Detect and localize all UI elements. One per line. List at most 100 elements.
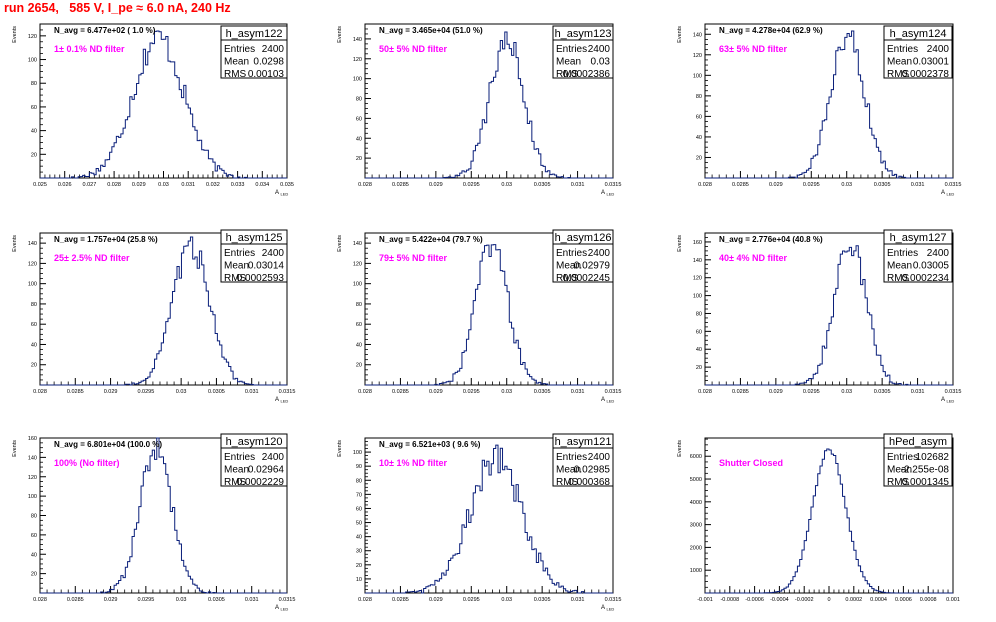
histogram-panel-h_asym123: 0.028 0.0285 0.029 0.0295 0.03 0.0305 0.031 0.0… <box>337 23 622 197</box>
x-tick-label: 0.0295 <box>463 182 480 188</box>
filter-label: 100% (No filter) <box>54 458 120 468</box>
x-tick-label: 0.0315 <box>945 182 962 188</box>
stats-box-frame <box>220 229 288 283</box>
stats-label: Mean <box>224 465 249 476</box>
stats-box-title: h_asym122 <box>226 28 283 40</box>
histogram-panel-h_asym126: 0.028 0.0285 0.029 0.0295 0.03 0.0305 0.031 0.0… <box>337 229 622 404</box>
stats-label: RMS <box>887 273 910 284</box>
y-axis-title: Events <box>677 26 683 43</box>
stats-box-h_asym120: h_asym120 Entries 2400 Mean0.02964RMS0.0002… <box>220 433 288 488</box>
stats-label: Entries <box>224 452 255 463</box>
x-tick-label: 0.03 <box>176 597 187 603</box>
stats-box-h_asym121: h_asym121 Entries 2400 Mean0.02985RMS0.0003… <box>552 433 614 488</box>
stats-label: RMS <box>224 273 247 284</box>
x-tick-label: 0.031 <box>571 182 585 188</box>
x-tick-label: 0.0315 <box>605 182 622 188</box>
histogram-line <box>365 444 613 594</box>
histogram-panel-h_asym127: 0.028 0.0285 0.029 0.0295 0.03 0.0305 0.031 0.0… <box>677 229 961 404</box>
x-axis-title: A LED <box>601 397 614 404</box>
y-tick-label: 80 <box>356 97 362 103</box>
x-tick-label: 0.0315 <box>605 389 622 395</box>
stats-label: Entries <box>224 44 255 55</box>
histogram-line <box>365 31 613 179</box>
histogram-line <box>40 437 287 594</box>
x-tick-label: 0.028 <box>698 182 712 188</box>
stats-label: Entries <box>887 248 918 259</box>
stats-box-title: h_asym126 <box>555 232 612 244</box>
stats-label: RMS <box>887 477 910 488</box>
x-tick-label: 0.0305 <box>208 389 225 395</box>
x-tick-label: 0.031 <box>911 389 925 395</box>
x-tick-label: 0.0315 <box>279 389 296 395</box>
x-tick-label: 0.0285 <box>67 597 84 603</box>
x-tick-label: 0.0295 <box>803 182 820 188</box>
stats-label: Mean <box>887 261 912 272</box>
y-tick-label: 80 <box>31 302 37 308</box>
x-tick-label: 0.0002 <box>845 597 862 603</box>
y-tick-label: 60 <box>31 105 37 111</box>
stats-label: Mean <box>556 57 581 68</box>
x-tick-label: 0.0285 <box>67 389 84 395</box>
x-tick-label: 0.0285 <box>392 389 409 395</box>
y-tick-label: 140 <box>353 241 362 247</box>
stats-label: Mean <box>887 57 912 68</box>
x-tick-label: 0.0295 <box>463 597 480 603</box>
stats-box-title: h_asym127 <box>890 232 947 244</box>
y-tick-label: 20 <box>696 155 702 161</box>
x-tick-label: 0.0295 <box>137 389 154 395</box>
x-tick-label: 0.028 <box>33 389 47 395</box>
y-tick-label: 160 <box>693 240 702 246</box>
stats-box-frame <box>552 433 614 487</box>
x-tick-label: 0.032 <box>206 182 220 188</box>
y-tick-label: 60 <box>31 533 37 539</box>
stats-label: RMS <box>887 69 910 80</box>
filter-label: Shutter Closed <box>719 458 783 468</box>
histogram-line <box>365 244 613 386</box>
stats-value: 0.0002229 <box>237 477 285 488</box>
stats-value: 2400 <box>262 248 285 259</box>
y-tick-label: 20 <box>31 363 37 369</box>
x-tick-label: 0.029 <box>104 389 118 395</box>
y-tick-label: 100 <box>28 494 37 500</box>
stats-value: 0.03005 <box>913 261 950 272</box>
stats-label: RMS <box>224 477 247 488</box>
y-tick-label: 60 <box>356 322 362 328</box>
x-tick-label: 0.0305 <box>534 597 551 603</box>
histogram-panel-h_asym121: 0.028 0.0285 0.029 0.0295 0.03 0.0305 0.031 0.0… <box>337 433 621 612</box>
stats-box-frame <box>220 433 288 487</box>
x-tick-label: 0.028 <box>358 597 372 603</box>
x-tick-label: 0 <box>827 597 830 603</box>
stats-box-frame <box>883 433 953 487</box>
x-tick-label: 0.0305 <box>208 597 225 603</box>
stats-value: 0.03 <box>591 57 611 68</box>
y-tick-label: 80 <box>696 94 702 100</box>
histogram-panel-hPed_asym: -0.001 -0.0008 -0.0006 -0.0004 -0.0002 0 0.000… <box>677 433 960 603</box>
stats-value: 0.03014 <box>248 261 285 272</box>
x-tick-label: 0.03 <box>501 389 512 395</box>
filter-label: 50± 5% ND filter <box>379 44 447 54</box>
x-tick-label: 0.033 <box>231 182 245 188</box>
y-tick-label: 60 <box>696 329 702 335</box>
x-tick-label: 0.03 <box>841 182 852 188</box>
y-tick-label: 140 <box>693 258 702 264</box>
x-axis-title: A LED <box>601 190 614 197</box>
x-tick-label: 0.026 <box>58 182 72 188</box>
x-tick-label: 0.0305 <box>534 182 551 188</box>
y-tick-label: 40 <box>356 342 362 348</box>
y-tick-label: 120 <box>353 57 362 63</box>
x-axis-title: A LED <box>601 605 614 612</box>
navg-label: N_avg = 6.521e+03 ( 9.6 %) <box>379 440 481 449</box>
x-tick-label: 0.0285 <box>732 182 749 188</box>
y-axis-title: Events <box>337 26 343 43</box>
y-tick-label: 120 <box>693 53 702 59</box>
x-tick-label: 0.03 <box>841 389 852 395</box>
histogram-line <box>705 245 953 386</box>
y-tick-label: 50 <box>356 521 362 527</box>
stats-value: 0.000368 <box>568 477 610 488</box>
y-axis-title: Events <box>337 440 343 457</box>
y-tick-label: 4000 <box>690 500 702 506</box>
x-tick-label: 0.027 <box>83 182 97 188</box>
stats-label: RMS <box>224 69 247 80</box>
x-tick-label: 0.025 <box>33 182 47 188</box>
